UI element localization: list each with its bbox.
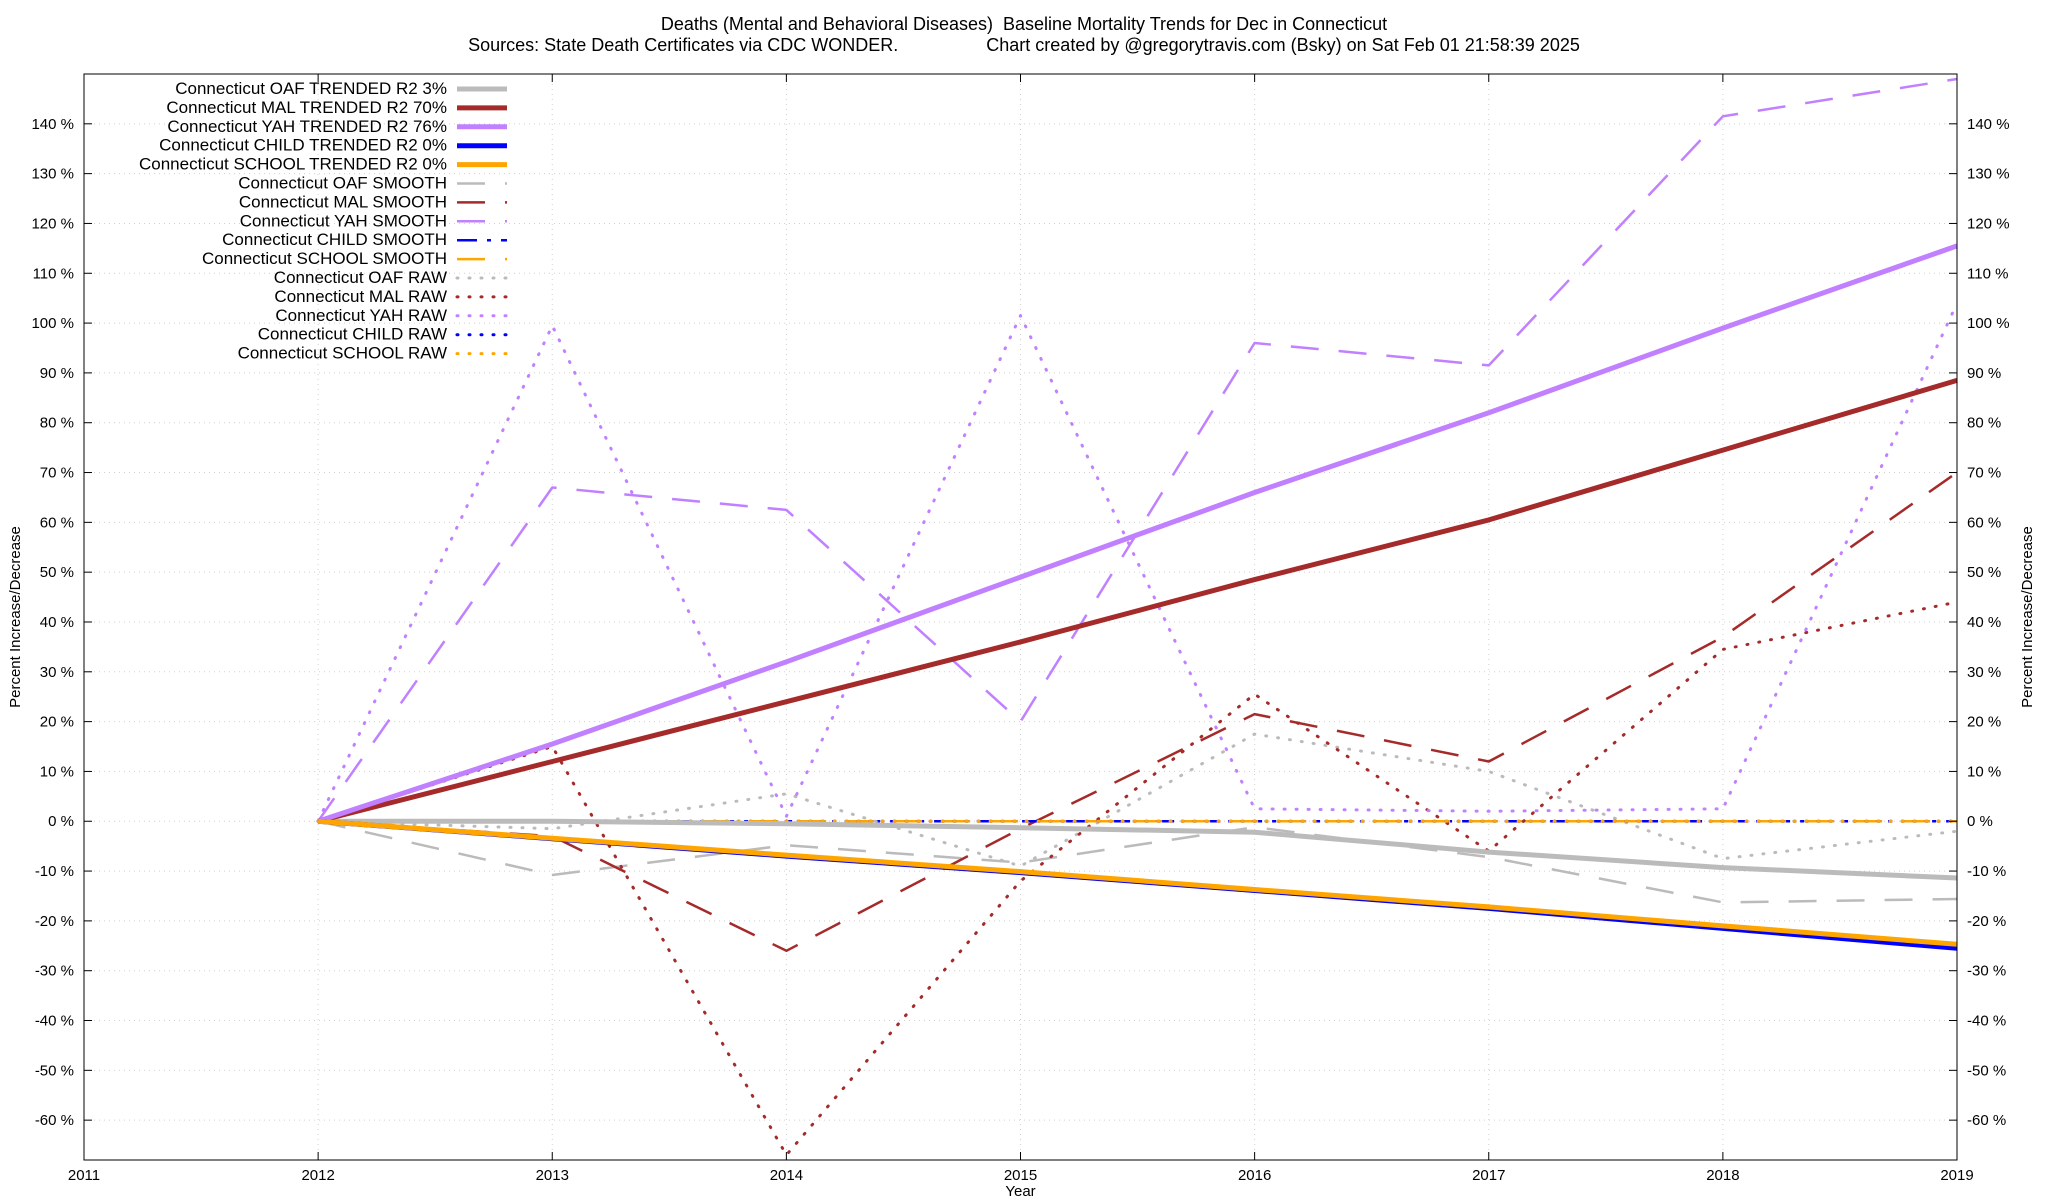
x-tick-label: 2018 <box>1706 1167 1739 1184</box>
legend-label: Connecticut YAH RAW <box>275 306 447 325</box>
series-line-12 <box>316 301 1959 823</box>
y-tick-label-left: 110 % <box>33 265 74 282</box>
y-tick-label-right: -30 % <box>1967 963 2006 980</box>
legend-label: Connecticut OAF SMOOTH <box>238 174 447 193</box>
y-tick-label-right: 140 % <box>1967 116 2010 133</box>
x-tick-label: 2012 <box>301 1167 334 1184</box>
y-tick-label-right: 80 % <box>1967 415 2001 432</box>
y-tick-label-left: 140 % <box>31 116 74 133</box>
y-tick-label-right: -60 % <box>1967 1112 2006 1129</box>
series-layer <box>316 77 1959 1157</box>
y-tick-label-left: 0 % <box>48 813 74 830</box>
legend-label: Connecticut SCHOOL SMOOTH <box>202 249 447 268</box>
series-line-0 <box>318 818 1958 881</box>
y-tick-label-right: -40 % <box>1967 1013 2006 1030</box>
legend-label: Connecticut OAF RAW <box>274 268 447 287</box>
y-tick-label-left: 80 % <box>40 415 74 432</box>
legend-label: Connecticut OAF TRENDED R2 3% <box>175 79 447 98</box>
series-line-2 <box>317 243 1958 824</box>
y-tick-label-right: 30 % <box>1967 664 2001 681</box>
legend-label: Connecticut YAH SMOOTH <box>240 211 447 230</box>
y-tick-label-left: 10 % <box>40 763 74 780</box>
legend-label: Connecticut MAL RAW <box>274 287 447 306</box>
y-tick-label-right: 10 % <box>1967 763 2001 780</box>
y-tick-label-right: 110 % <box>1967 265 2008 282</box>
y-tick-label-right: 130 % <box>1967 166 2010 183</box>
y-tick-label-left: 60 % <box>40 514 74 531</box>
y-tick-label-right: 0 % <box>1967 813 1993 830</box>
y-tick-label-right: -50 % <box>1967 1062 2006 1079</box>
legend: Connecticut OAF TRENDED R2 3%Connecticut… <box>139 79 509 363</box>
y-tick-label-left: -40 % <box>35 1013 74 1030</box>
y-tick-label-left: 20 % <box>40 714 74 731</box>
legend-label: Connecticut SCHOOL TRENDED R2 0% <box>139 155 447 174</box>
series-line-6 <box>318 471 1958 953</box>
legend-label: Connecticut SCHOOL RAW <box>238 344 447 363</box>
x-tick-label: 2011 <box>68 1167 100 1184</box>
y-tick-label-left: 120 % <box>31 215 74 232</box>
y-tick-label-right: 90 % <box>1967 365 2001 382</box>
y-tick-label-right: -20 % <box>1967 913 2006 930</box>
legend-label: Connecticut YAH TRENDED R2 76% <box>167 117 447 136</box>
y-tick-label-left: 100 % <box>31 315 74 332</box>
x-axis-label: Year <box>1005 1183 1035 1200</box>
y-tick-label-right: 40 % <box>1967 614 2001 631</box>
x-tick-label: 2019 <box>1940 1167 1973 1184</box>
chart-subtitle: Sources: State Death Certificates via CD… <box>468 35 899 55</box>
chart-credit: Chart created by @gregorytravis.com (Bsk… <box>986 35 1580 55</box>
y-tick-label-left: -60 % <box>35 1112 74 1129</box>
y-tick-label-right: 100 % <box>1967 315 2010 332</box>
series-line-7 <box>317 77 1958 822</box>
y-tick-label-left: -30 % <box>35 963 74 980</box>
chart-title: Deaths (Mental and Behavioral Diseases) … <box>660 14 1388 34</box>
y-tick-label-left: 90 % <box>40 365 74 382</box>
x-tick-label: 2015 <box>1004 1167 1037 1184</box>
y-tick-label-right: 20 % <box>1967 714 2001 731</box>
y-tick-label-left: -20 % <box>35 913 74 930</box>
axis-ticks: 2011 2012 2013 2014 2015 2016 2017 2018 2019 -60 … <box>31 74 2010 1184</box>
legend-label: Connecticut MAL TRENDED R2 70% <box>166 98 447 117</box>
series-line-11 <box>316 600 1959 1157</box>
y-tick-label-right: 50 % <box>1967 564 2001 581</box>
y-tick-label-left: -50 % <box>35 1062 74 1079</box>
y-tick-label-right: 70 % <box>1967 465 2001 482</box>
y-tick-label-left: 40 % <box>40 614 74 631</box>
legend-label: Connecticut MAL SMOOTH <box>239 192 447 211</box>
chart-subtitle-row: Sources: State Death Certificates via CD… <box>0 35 2048 56</box>
y-tick-label-left: 50 % <box>40 564 74 581</box>
y-tick-label-right: 120 % <box>1967 215 2010 232</box>
y-tick-label-right: -10 % <box>1967 863 2006 880</box>
x-tick-label: 2017 <box>1472 1167 1505 1184</box>
y-tick-label-left: -10 % <box>35 863 74 880</box>
series-line-4 <box>317 818 1958 947</box>
legend-label: Connecticut CHILD SMOOTH <box>222 230 447 249</box>
x-tick-label: 2016 <box>1238 1167 1271 1184</box>
y-axis-label-right: Percent Increase/Decrease <box>2019 526 2036 708</box>
legend-label: Connecticut CHILD RAW <box>258 325 447 344</box>
series-line-1 <box>317 378 1958 824</box>
legend-label: Connecticut CHILD TRENDED R2 0% <box>159 136 447 155</box>
x-tick-label: 2013 <box>536 1167 569 1184</box>
y-tick-label-left: 130 % <box>31 166 74 183</box>
y-axis-label-left: Percent Increase/Decrease <box>7 526 24 708</box>
series-line-5 <box>317 819 1958 904</box>
y-tick-label-right: 60 % <box>1967 514 2001 531</box>
y-tick-label-left: 30 % <box>40 664 74 681</box>
series-line-10 <box>316 732 1959 868</box>
y-tick-label-left: 70 % <box>40 465 74 482</box>
x-tick-label: 2014 <box>770 1167 803 1184</box>
